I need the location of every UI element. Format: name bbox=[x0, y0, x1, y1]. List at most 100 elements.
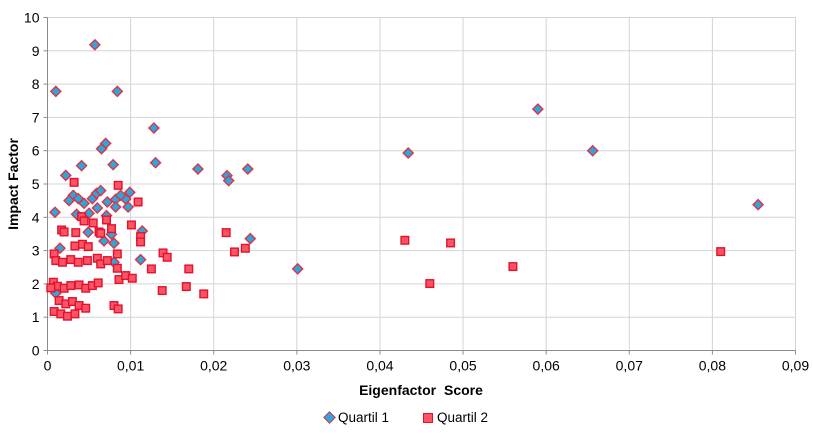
legend-item-quartil-2: Quartil 2 bbox=[423, 410, 488, 425]
data-point-series-2 bbox=[70, 241, 80, 251]
data-point-series-2 bbox=[102, 256, 112, 266]
data-point-series-1 bbox=[149, 156, 162, 169]
data-point-series-2 bbox=[57, 257, 67, 267]
data-point-series-1 bbox=[83, 207, 96, 220]
y-tick-label: 0 bbox=[32, 343, 40, 359]
data-point-series-2 bbox=[181, 282, 191, 292]
x-tick-label: 0,06 bbox=[533, 358, 560, 374]
x-tick-label: 0,07 bbox=[616, 358, 643, 374]
data-point-series-2 bbox=[112, 249, 122, 259]
data-point-series-1 bbox=[111, 85, 124, 98]
data-point-series-2 bbox=[133, 197, 143, 207]
data-point-series-2 bbox=[66, 255, 76, 265]
data-point-series-1 bbox=[98, 234, 111, 247]
data-point-series-2 bbox=[199, 289, 209, 299]
data-point-series-2 bbox=[146, 264, 156, 274]
data-point-series-2 bbox=[62, 311, 72, 321]
data-point-series-2 bbox=[69, 177, 79, 187]
data-point-series-1 bbox=[95, 142, 108, 155]
data-point-series-2 bbox=[106, 224, 116, 234]
data-point-series-1 bbox=[109, 200, 122, 213]
legend: Quartil 1 Quartil 2 bbox=[0, 410, 813, 425]
data-point-series-2 bbox=[400, 235, 410, 245]
data-point-series-1 bbox=[191, 163, 204, 176]
data-point-series-2 bbox=[96, 228, 106, 238]
data-point-series-2 bbox=[113, 304, 123, 314]
data-point-series-1 bbox=[91, 201, 104, 214]
data-point-series-2 bbox=[425, 279, 435, 289]
data-point-series-1 bbox=[88, 38, 101, 51]
data-point-series-2 bbox=[126, 220, 136, 230]
data-point-series-2 bbox=[136, 237, 146, 247]
data-point-series-2 bbox=[79, 216, 89, 226]
data-point-series-2 bbox=[82, 256, 92, 266]
data-point-series-2 bbox=[102, 215, 112, 225]
data-point-series-2 bbox=[162, 252, 172, 262]
diamond-marker-icon bbox=[323, 411, 336, 424]
x-axis-title: Eigenfactor Score bbox=[359, 382, 483, 398]
data-point-series-2 bbox=[88, 218, 98, 228]
data-point-series-2 bbox=[83, 242, 93, 252]
data-point-series-2 bbox=[184, 264, 194, 274]
data-point-series-1 bbox=[94, 184, 107, 197]
legend-label-quartil-2: Quartil 2 bbox=[437, 410, 489, 425]
data-point-series-1 bbox=[241, 163, 254, 176]
data-point-series-1 bbox=[107, 237, 120, 250]
data-point-series-2 bbox=[59, 227, 69, 237]
x-tick-label: 0 bbox=[44, 358, 52, 374]
legend-label-quartil-1: Quartil 1 bbox=[337, 410, 389, 425]
data-point-series-1 bbox=[48, 206, 61, 219]
data-point-series-1 bbox=[49, 85, 62, 98]
x-tick-label: 0,02 bbox=[200, 358, 227, 374]
data-point-series-2 bbox=[716, 247, 726, 257]
y-axis-title-text: Impact Factor bbox=[5, 138, 21, 230]
y-tick-label: 1 bbox=[32, 309, 40, 325]
data-point-series-2 bbox=[93, 278, 103, 288]
data-point-series-1 bbox=[122, 200, 135, 213]
data-point-series-1 bbox=[244, 232, 257, 245]
data-point-series-1 bbox=[134, 253, 147, 266]
data-point-series-1 bbox=[75, 159, 88, 172]
data-point-series-1 bbox=[402, 147, 415, 160]
y-tick-label: 5 bbox=[32, 176, 40, 192]
y-tick-label: 6 bbox=[32, 143, 40, 159]
data-point-series-2 bbox=[71, 228, 81, 238]
data-point-series-2 bbox=[70, 309, 80, 319]
data-point-series-2 bbox=[113, 180, 123, 190]
data-point-series-1 bbox=[222, 174, 235, 187]
data-point-series-1 bbox=[59, 169, 72, 182]
data-point-series-1 bbox=[586, 144, 599, 157]
data-point-series-1 bbox=[147, 122, 160, 135]
data-point-series-1 bbox=[63, 194, 76, 207]
y-tick-label: 10 bbox=[24, 10, 40, 26]
data-point-series-1 bbox=[291, 262, 304, 275]
data-point-series-2 bbox=[508, 262, 518, 272]
x-tick-label: 0,09 bbox=[782, 358, 809, 374]
x-tick-label: 0,08 bbox=[699, 358, 726, 374]
data-point-series-2 bbox=[446, 238, 456, 248]
x-tick-label: 0,05 bbox=[449, 358, 476, 374]
data-point-series-1 bbox=[78, 197, 91, 210]
data-point-series-2 bbox=[157, 286, 167, 296]
square-marker-icon bbox=[423, 412, 433, 423]
y-tick-label: 7 bbox=[32, 109, 40, 125]
y-tick-label: 8 bbox=[32, 76, 40, 92]
data-point-series-2 bbox=[73, 257, 83, 267]
legend-item-quartil-1: Quartil 1 bbox=[323, 410, 389, 425]
data-point-series-1 bbox=[82, 226, 95, 239]
y-tick-label: 4 bbox=[32, 209, 40, 225]
data-point-series-1 bbox=[114, 189, 127, 202]
data-point-series-2 bbox=[240, 243, 250, 253]
data-point-series-1 bbox=[107, 158, 120, 171]
y-tick-label: 3 bbox=[32, 243, 40, 259]
y-tick-label: 2 bbox=[32, 276, 40, 292]
y-tick-label: 9 bbox=[32, 43, 40, 59]
x-tick-label: 0,01 bbox=[117, 358, 144, 374]
data-point-series-1 bbox=[752, 198, 765, 211]
data-point-series-2 bbox=[81, 303, 91, 313]
x-tick-label: 0,03 bbox=[283, 358, 310, 374]
data-point-series-2 bbox=[112, 263, 122, 273]
data-point-series-2 bbox=[66, 281, 76, 291]
data-point-series-2 bbox=[221, 228, 231, 238]
